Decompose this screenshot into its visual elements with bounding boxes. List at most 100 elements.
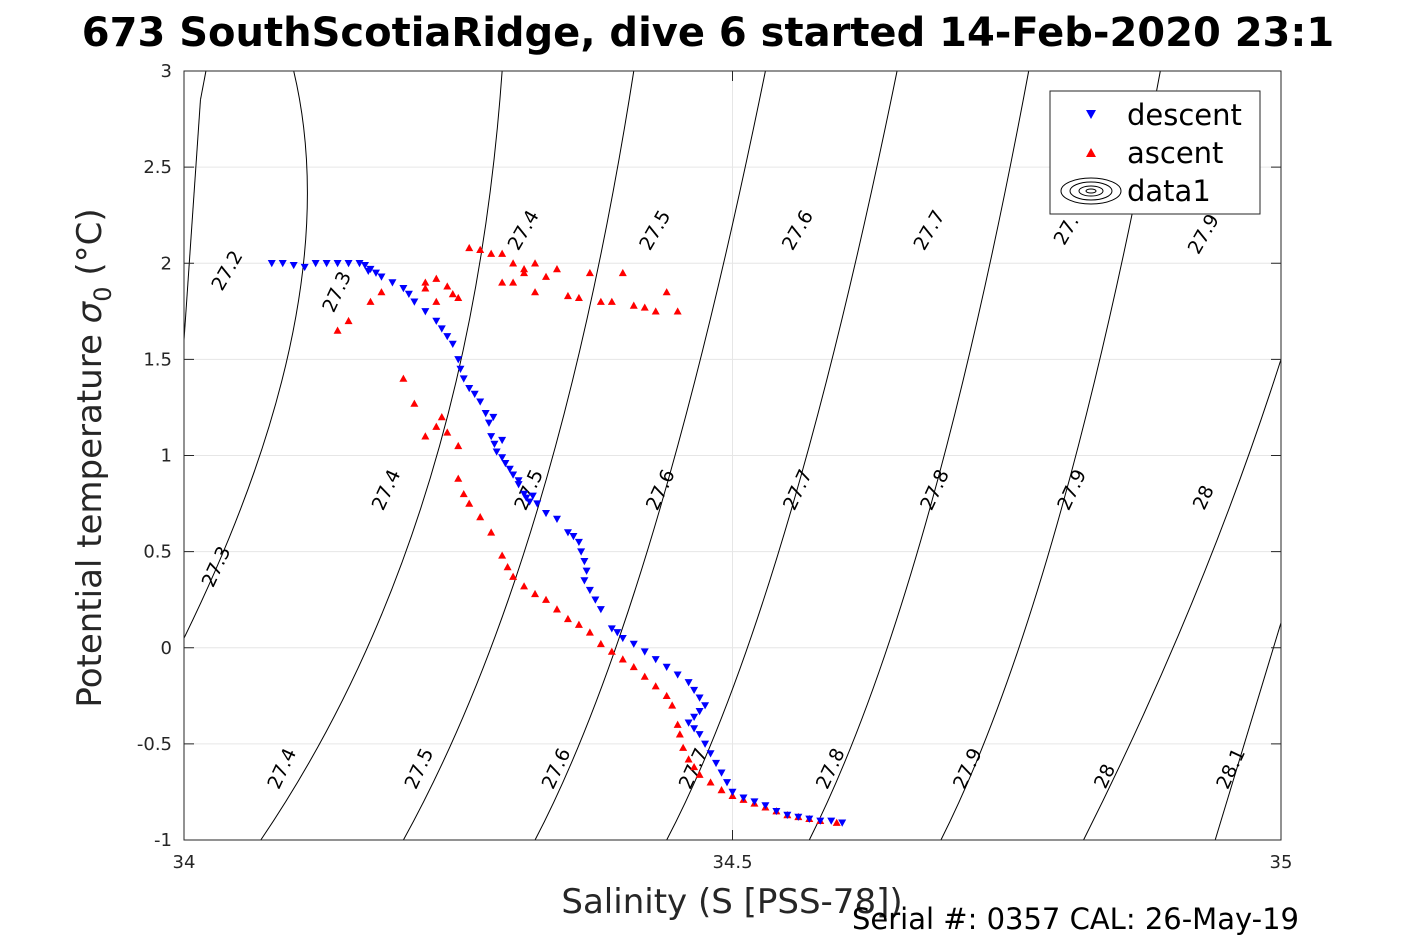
ascent-point xyxy=(832,818,841,826)
descent-point xyxy=(514,477,523,485)
contour-line xyxy=(808,70,1030,841)
legend-descent-marker xyxy=(1086,110,1096,119)
ascent-point xyxy=(618,655,627,663)
descent-point xyxy=(640,648,649,656)
descent-point xyxy=(278,260,287,268)
descent-point xyxy=(695,694,704,702)
descent-point xyxy=(448,340,457,348)
descent-point xyxy=(410,298,419,306)
descent-point xyxy=(322,260,331,268)
ascent-point xyxy=(552,605,561,613)
descent-point xyxy=(505,465,514,473)
chart-title: 673 SouthScotiaRidge, dive 6 started 14-… xyxy=(82,10,1334,56)
descent-point xyxy=(580,577,589,585)
ascent-point xyxy=(668,701,677,709)
descent-point xyxy=(739,794,748,802)
ascent-point xyxy=(454,293,463,302)
ascent-point xyxy=(684,755,693,763)
descent-point xyxy=(574,538,583,547)
ascent-point xyxy=(443,428,452,436)
descent-point xyxy=(690,725,699,733)
descent-point xyxy=(514,481,523,489)
ascent-point xyxy=(706,778,715,786)
ascent-point xyxy=(421,432,430,440)
descent-point xyxy=(794,813,803,821)
ascent-point xyxy=(607,647,616,655)
descent-point xyxy=(712,759,721,768)
descent-point xyxy=(580,558,589,566)
ascent-point xyxy=(640,672,649,680)
descent-point xyxy=(489,413,498,422)
y-tick-label: 2 xyxy=(161,253,172,274)
descent-point xyxy=(651,656,660,664)
descent-point xyxy=(838,819,847,827)
y-axis-ticks: -1 -0.5 0 0.5 1 1.5 2 2.5 3 xyxy=(137,61,1281,851)
ascent-point xyxy=(454,441,463,450)
y-tick-label: 2.5 xyxy=(143,157,172,178)
descent-point xyxy=(509,471,518,479)
descent-point xyxy=(528,492,537,500)
descent-point xyxy=(662,663,671,671)
ascent-point xyxy=(629,301,638,309)
ascent-point xyxy=(596,297,605,305)
descent-point xyxy=(582,567,591,575)
ascent-point xyxy=(675,730,684,738)
descent-point xyxy=(607,625,616,633)
ascent-point xyxy=(563,291,572,300)
descent-point xyxy=(443,333,452,341)
descent-point xyxy=(706,750,715,758)
descent-point xyxy=(684,679,693,687)
descent-point xyxy=(344,260,353,268)
legend-descent-label: descent xyxy=(1127,98,1242,132)
descent-point xyxy=(772,807,781,816)
descent-point xyxy=(361,261,370,270)
descent-point xyxy=(673,671,682,679)
ascent-point xyxy=(673,720,682,728)
ascent-point xyxy=(465,499,474,507)
descent-point xyxy=(487,433,496,441)
contour-line xyxy=(183,99,201,341)
descent-point xyxy=(533,500,542,508)
ascent-point xyxy=(459,489,468,498)
contour-line xyxy=(1083,359,1282,841)
descent-point xyxy=(613,629,622,637)
descent-point xyxy=(591,596,600,604)
descent-point xyxy=(459,375,468,383)
ascent-point xyxy=(585,268,594,277)
ascent-point xyxy=(520,268,529,277)
ascent-point xyxy=(432,274,441,282)
ascent-point xyxy=(503,563,512,571)
descent-point xyxy=(695,707,704,716)
ascent-point xyxy=(651,682,660,690)
descent-point xyxy=(522,494,531,502)
descent-point xyxy=(552,515,561,523)
ascent-point xyxy=(498,249,507,257)
legend-box xyxy=(1049,90,1261,215)
descent-point xyxy=(490,440,499,448)
ascent-point xyxy=(448,290,457,298)
ascent-point xyxy=(498,551,507,559)
ascent-point xyxy=(520,265,529,273)
density-contours xyxy=(183,70,1282,841)
ascent-point xyxy=(574,293,583,302)
y-tick-label: 3 xyxy=(161,61,172,82)
ascent-point xyxy=(520,582,529,590)
y-tick-label: -1 xyxy=(154,830,172,851)
descent-point xyxy=(481,410,490,418)
legend-contour-icon xyxy=(1060,177,1122,205)
ascent-point xyxy=(717,786,726,794)
contour-line xyxy=(940,70,1161,841)
ascent-point xyxy=(498,278,507,286)
contour-line xyxy=(666,70,898,841)
descent-point xyxy=(695,731,704,739)
ascent-point xyxy=(662,288,671,296)
descent-point xyxy=(585,586,594,595)
descent-point xyxy=(501,459,510,468)
legend-ascent-label: ascent xyxy=(1127,136,1223,170)
ascent-point xyxy=(673,307,682,315)
serial-cal-footer: Serial #: 0357 CAL: 26-May-19 xyxy=(852,902,1299,936)
ascent-point xyxy=(377,288,386,296)
ascent-point xyxy=(432,422,441,430)
descent-point xyxy=(723,779,732,787)
